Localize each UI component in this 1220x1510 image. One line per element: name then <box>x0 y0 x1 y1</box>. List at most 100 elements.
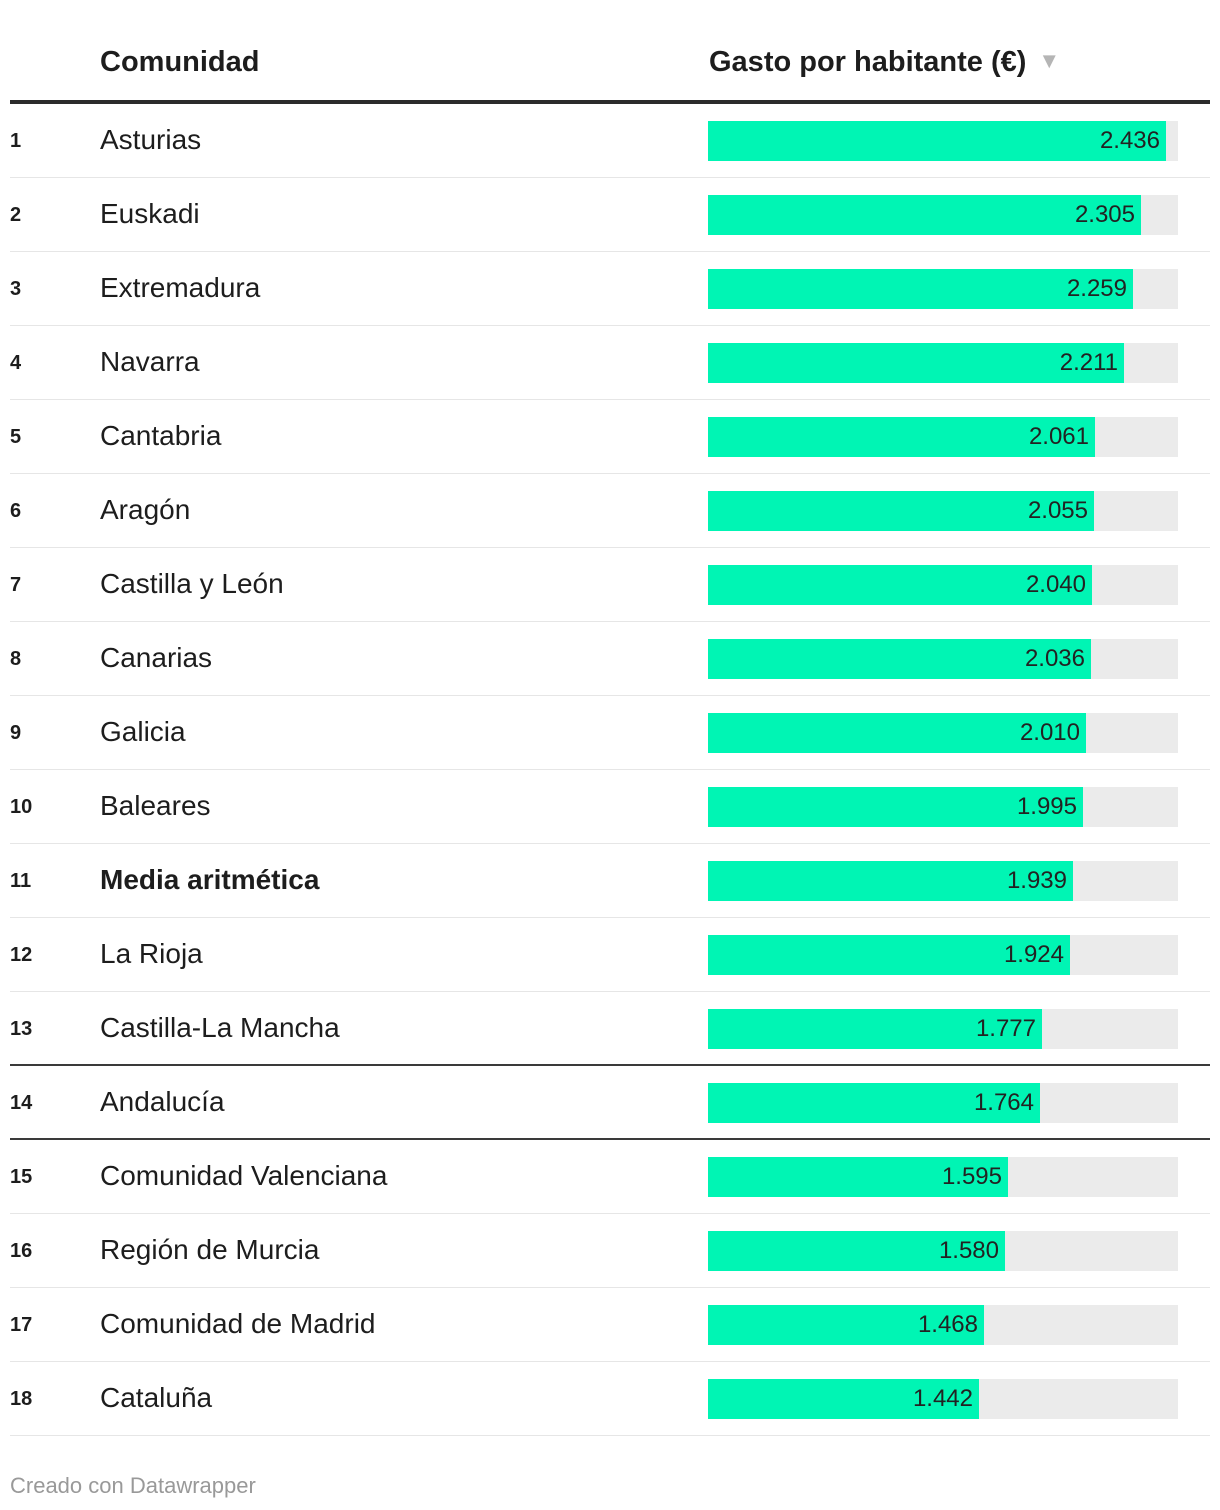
table-row: 11 Media aritmética 1.939 <box>10 844 1210 918</box>
row-comunidad-name: Canarias <box>100 642 213 673</box>
bar <box>708 1231 1005 1271</box>
row-comunidad-name: Aragón <box>100 494 191 525</box>
bar <box>708 1305 984 1345</box>
column-header-gasto[interactable]: Gasto por habitante (€) ▼ <box>709 46 1060 79</box>
table-row: 13 Castilla-La Mancha 1.777 <box>10 992 1210 1066</box>
row-rank: 15 <box>10 1166 33 1188</box>
bar-value-label: 1.442 <box>912 1385 973 1412</box>
bar <box>708 787 1083 827</box>
row-rank: 9 <box>10 722 22 744</box>
bar-track: 1.442 <box>708 1379 1178 1419</box>
table-row: 12 La Rioja 1.924 <box>10 918 1210 992</box>
bar <box>708 1009 1042 1049</box>
row-comunidad-name: Andalucía <box>100 1086 225 1117</box>
row-rank: 12 <box>10 944 33 966</box>
row-rank: 8 <box>10 648 22 670</box>
bar-value-label: 2.040 <box>1025 571 1086 598</box>
row-rank: 5 <box>10 426 22 448</box>
row-rank: 13 <box>10 1018 33 1040</box>
bar-value-label: 1.595 <box>941 1163 1002 1190</box>
bar-track: 1.595 <box>708 1157 1178 1197</box>
bar-value-label: 1.995 <box>1016 793 1077 820</box>
bar-value-label: 2.259 <box>1066 275 1127 302</box>
bar-value-label: 1.777 <box>975 1015 1036 1042</box>
row-comunidad-name: Castilla y León <box>100 568 284 599</box>
bar-track: 1.764 <box>708 1083 1178 1123</box>
row-rank: 6 <box>10 500 22 522</box>
row-comunidad-name: Extremadura <box>100 272 261 303</box>
table-row: 2 Euskadi 2.305 <box>10 178 1210 252</box>
table-row: 15 Comunidad Valenciana 1.595 <box>10 1140 1210 1214</box>
bar-value-label: 1.580 <box>938 1237 999 1264</box>
bar <box>708 343 1124 383</box>
row-comunidad-name: Galicia <box>100 716 186 747</box>
row-rank: 10 <box>10 796 33 818</box>
bar-track: 2.211 <box>708 343 1178 383</box>
row-comunidad-name: Media aritmética <box>100 864 320 895</box>
bar <box>708 861 1073 901</box>
bar <box>708 639 1091 679</box>
row-comunidad-name: Cantabria <box>100 420 222 451</box>
row-comunidad-name: Castilla-La Mancha <box>100 1012 340 1043</box>
row-comunidad-name: La Rioja <box>100 938 203 969</box>
bar-track: 2.055 <box>708 491 1178 531</box>
table-row: 4 Navarra 2.211 <box>10 326 1210 400</box>
bar <box>708 269 1133 309</box>
data-table: Comunidad Gasto por habitante (€) ▼ 1 Astu… <box>10 26 1210 1436</box>
bar-track: 2.305 <box>708 195 1178 235</box>
bar <box>708 1379 979 1419</box>
table-body: 1 Asturias 2.436 2 Euskadi 2.305 3 Extremadura 2… <box>10 104 1210 1436</box>
table-row: 14 Andalucía 1.764 <box>10 1066 1210 1140</box>
bar-track: 1.939 <box>708 861 1178 901</box>
row-rank: 1 <box>10 130 22 152</box>
table-row: 7 Castilla y León 2.040 <box>10 548 1210 622</box>
row-comunidad-name: Comunidad Valenciana <box>100 1160 388 1191</box>
row-rank: 3 <box>10 278 22 300</box>
bar-value-label: 2.211 <box>1059 349 1118 376</box>
bar-track: 2.010 <box>708 713 1178 753</box>
column-header-gasto-label: Gasto por habitante (€) <box>709 46 1027 78</box>
bar-value-label: 2.305 <box>1074 201 1135 228</box>
column-header-comunidad[interactable]: Comunidad <box>100 46 260 78</box>
row-comunidad-name: Navarra <box>100 346 200 377</box>
table-row: 8 Canarias 2.036 <box>10 622 1210 696</box>
bar <box>708 935 1070 975</box>
row-rank: 7 <box>10 574 22 596</box>
table-row: 17 Comunidad de Madrid 1.468 <box>10 1288 1210 1362</box>
row-rank: 16 <box>10 1240 33 1262</box>
bar-track: 2.259 <box>708 269 1178 309</box>
bar-value-label: 2.010 <box>1019 719 1080 746</box>
table-row: 1 Asturias 2.436 <box>10 104 1210 178</box>
bar-track: 1.924 <box>708 935 1178 975</box>
row-comunidad-name: Comunidad de Madrid <box>100 1308 376 1339</box>
row-rank: 17 <box>10 1314 33 1336</box>
table-header: Comunidad Gasto por habitante (€) ▼ <box>10 26 1210 104</box>
bar-value-label: 1.764 <box>973 1089 1034 1116</box>
bar-track: 1.777 <box>708 1009 1178 1049</box>
row-comunidad-name: Asturias <box>100 124 202 155</box>
bar-track: 2.436 <box>708 121 1178 161</box>
bar-value-label: 2.061 <box>1028 423 1089 450</box>
bar-track: 2.036 <box>708 639 1178 679</box>
row-comunidad-name: Cataluña <box>100 1382 213 1413</box>
row-comunidad-name: Región de Murcia <box>100 1234 320 1265</box>
table-row: 6 Aragón 2.055 <box>10 474 1210 548</box>
footer-credit[interactable]: Creado con Datawrapper <box>10 1473 256 1498</box>
row-rank: 2 <box>10 204 22 226</box>
table-row: 10 Baleares 1.995 <box>10 770 1210 844</box>
bar-value-label: 2.036 <box>1024 645 1085 672</box>
bar-track: 2.061 <box>708 417 1178 457</box>
row-comunidad-name: Baleares <box>100 790 211 821</box>
row-rank: 11 <box>10 870 32 892</box>
bar-value-label: 2.436 <box>1099 127 1160 154</box>
bar <box>708 491 1094 531</box>
bar-value-label: 1.468 <box>917 1311 978 1338</box>
table-row: 18 Cataluña 1.442 <box>10 1362 1210 1436</box>
sort-descending-icon[interactable]: ▼ <box>1038 48 1061 73</box>
row-rank: 18 <box>10 1388 33 1410</box>
bar <box>708 713 1086 753</box>
bar <box>708 565 1092 605</box>
row-comunidad-name: Euskadi <box>100 198 200 229</box>
bar <box>708 121 1166 161</box>
row-rank: 14 <box>10 1092 33 1114</box>
